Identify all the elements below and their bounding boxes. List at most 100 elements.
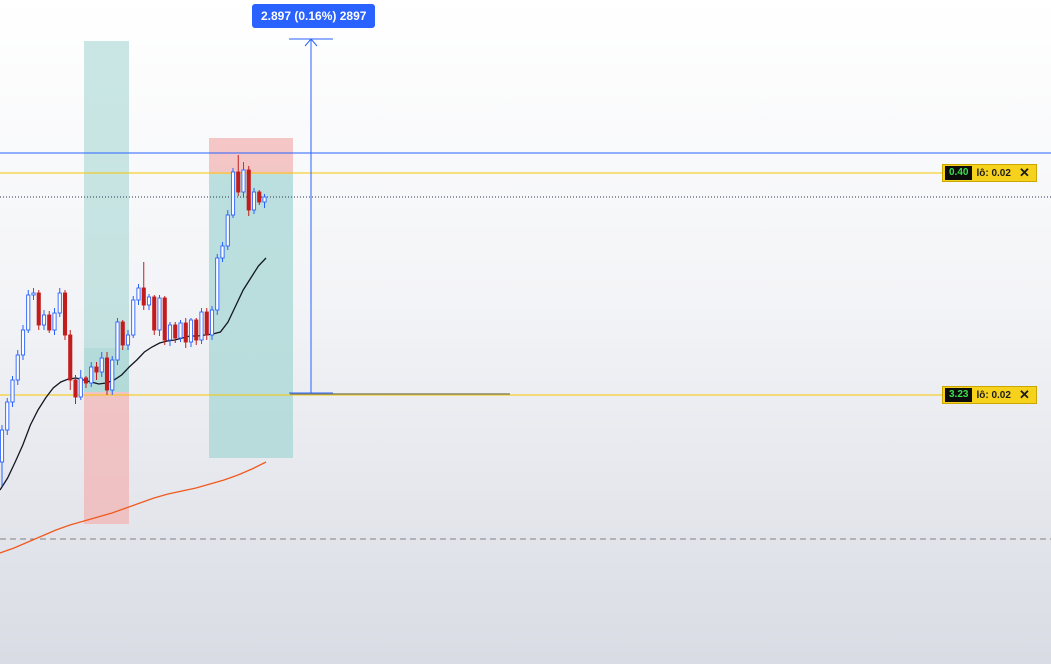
measure-label: 2.897 (0.16%) 2897	[252, 4, 376, 28]
candle-body	[78, 377, 83, 398]
candle-body	[15, 354, 20, 381]
candle	[83, 376, 89, 388]
candle	[104, 352, 110, 395]
order-value: 0.40	[945, 166, 973, 180]
candle	[141, 262, 146, 310]
candle	[209, 306, 215, 340]
candle-body	[73, 379, 78, 398]
candle-body	[41, 314, 47, 326]
candle	[241, 162, 246, 198]
candle	[31, 288, 36, 300]
candle	[188, 318, 194, 347]
candle-body	[125, 334, 131, 346]
order-tag-bottom[interactable]: 3.23 lô: 0.02 ✕	[942, 386, 1037, 404]
moving-averages	[0, 257, 267, 554]
candle-body	[230, 171, 236, 216]
candle	[89, 362, 94, 387]
candle-body	[236, 171, 241, 193]
candle	[152, 295, 157, 335]
candle-body	[62, 292, 68, 336]
candle	[162, 296, 167, 345]
candle-body	[188, 319, 194, 343]
measure-tool	[289, 38, 333, 394]
candle-body	[52, 312, 57, 331]
candle	[68, 330, 73, 390]
candle	[178, 320, 183, 342]
candle	[251, 188, 257, 214]
candle	[26, 290, 31, 333]
candle-body	[83, 377, 89, 384]
candle	[94, 362, 99, 380]
candle-body	[162, 297, 167, 341]
candle-body	[89, 366, 94, 384]
target-zone[interactable]	[209, 174, 293, 458]
candle-body	[141, 287, 146, 306]
candle	[183, 318, 188, 348]
candle-body	[47, 314, 52, 331]
position-zones	[84, 41, 293, 524]
candle-body	[251, 191, 257, 211]
moving-average-slow	[0, 461, 267, 554]
candle	[120, 320, 125, 350]
candle	[5, 398, 10, 435]
candle	[125, 330, 131, 350]
candle-body	[115, 321, 120, 361]
candle	[47, 311, 52, 333]
order-lot: lô: 0.02	[976, 389, 1011, 401]
candle	[41, 310, 47, 330]
candle	[262, 194, 267, 208]
candle-body	[20, 329, 26, 356]
candle	[0, 425, 5, 486]
target-zone[interactable]	[84, 41, 129, 348]
candle	[215, 254, 220, 315]
candle	[157, 295, 162, 336]
candle	[167, 322, 173, 346]
candle-body	[215, 257, 220, 311]
candle	[36, 290, 41, 330]
candle-body	[262, 196, 267, 203]
horizontal-lines	[0, 152, 1051, 540]
candle	[15, 350, 20, 385]
candle-body	[178, 322, 183, 339]
candle-body	[131, 299, 136, 336]
candle	[110, 356, 115, 395]
candle	[257, 190, 262, 205]
candle	[10, 376, 15, 407]
candle-body	[152, 296, 157, 331]
close-icon[interactable]: ✕	[1018, 165, 1030, 180]
candle-body	[225, 214, 230, 247]
candle-body	[257, 191, 262, 203]
order-value: 3.23	[945, 388, 973, 402]
candle-body	[136, 287, 141, 301]
candle	[146, 294, 152, 310]
candle-body	[26, 294, 31, 331]
candle-body	[241, 169, 246, 193]
candle-body	[194, 319, 199, 341]
candle	[246, 166, 251, 216]
candle-body	[104, 357, 110, 391]
candle-body	[0, 429, 5, 463]
measure-arrowhead	[304, 38, 318, 47]
candle-body	[110, 359, 115, 391]
candle-body	[157, 297, 162, 331]
candle-body	[31, 292, 36, 296]
stop-zone[interactable]	[84, 392, 129, 524]
candle-body	[167, 324, 173, 341]
close-icon[interactable]: ✕	[1018, 387, 1030, 402]
candle	[52, 308, 57, 335]
candle-body	[57, 292, 62, 314]
order-tag-top[interactable]: 0.40 lô: 0.02 ✕	[942, 164, 1037, 182]
moving-average-fast	[0, 257, 267, 491]
candle-body	[120, 321, 125, 346]
candle	[131, 296, 136, 338]
candle	[62, 290, 68, 340]
candle	[225, 210, 230, 250]
candle	[199, 308, 204, 344]
stop-zone[interactable]	[209, 138, 293, 174]
candle-body	[173, 324, 178, 339]
candle-body	[183, 322, 188, 343]
candle-body	[94, 366, 99, 373]
candle-body	[10, 379, 15, 403]
candle	[20, 325, 26, 360]
